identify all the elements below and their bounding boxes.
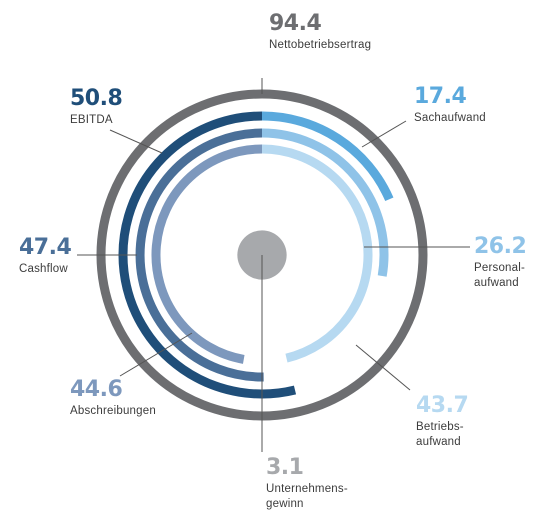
value-abschreibungen: 44.6 [70,377,122,402]
name-betriebsaufwand-line-2: aufwand [416,436,461,448]
name-sachaufwand: Sachaufwand [414,112,486,124]
arc-betriebsaufwand [261,144,373,363]
name-ebitda: EBITDA [70,114,113,126]
value-ebitda: 50.8 [70,86,122,111]
arc-abschreibungen [151,144,263,364]
name-abschreibungen: Abschreibungen [70,405,156,417]
arc-sachaufwand [261,111,394,202]
value-nettobetriebsertrag: 94.4 [269,11,321,36]
value-betriebsaufwand: 43.7 [416,393,468,418]
label-betriebsaufwand: 43.7 Betriebs-aufwand [416,393,469,448]
name-unternehmensgewinn-line-1: Unternehmens- [266,483,348,495]
arc-cashflow [135,128,264,382]
value-sachaufwand: 17.4 [414,84,466,109]
leader-ebitda [109,129,163,154]
label-abschreibungen: 44.6 Abschreibungen [70,377,156,417]
leader-abschreibungen [119,332,193,377]
name-cashflow: Cashflow [19,263,68,275]
value-cashflow: 47.4 [19,235,71,260]
name-personalaufwand-line-1: Personal- [474,262,525,274]
label-unternehmensgewinn: 3.1 Unternehmens-gewinn [266,455,348,510]
name-personalaufwand-line-2: aufwand [474,277,519,289]
value-personalaufwand: 26.2 [474,234,526,259]
value-unternehmensgewinn: 3.1 [266,455,303,480]
leader-sachaufwand [361,120,407,148]
label-cashflow: 47.4 Cashflow [19,235,72,275]
name-nettobetriebsertrag: Nettobetriebsertrag [269,39,371,51]
label-sachaufwand: 17.4 Sachaufwand [414,84,486,124]
label-nettobetriebsertrag: 94.4 Nettobetriebsertrag [269,11,371,51]
label-personalaufwand: 26.2 Personal-aufwand [474,234,527,289]
label-layer: 94.4 Nettobetriebsertrag 17.4 Sachaufwand 26… [19,11,527,510]
name-unternehmensgewinn-line-2: gewinn [266,498,304,510]
name-betriebsaufwand-line-1: Betriebs- [416,421,464,433]
arc-ebitda [118,111,297,399]
leader-line-layer [77,78,470,452]
leader-betriebsaufwand [355,344,411,391]
label-ebitda: 50.8 EBITDA [70,86,123,126]
